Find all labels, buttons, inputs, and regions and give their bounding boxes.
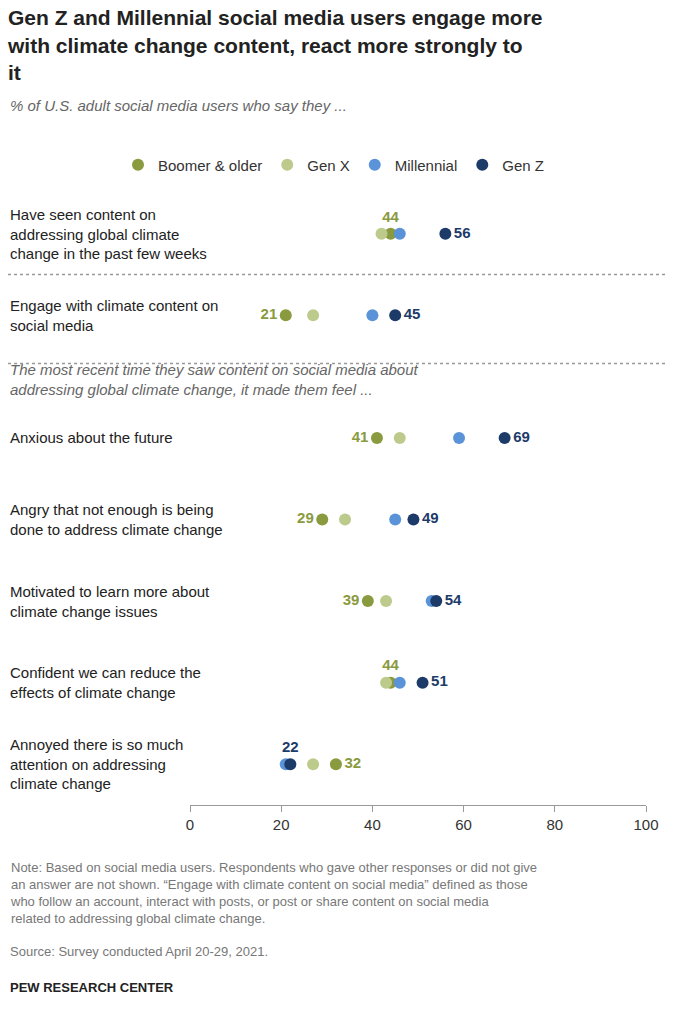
svg-text:Gen Z: Gen Z [502,157,544,174]
svg-text:29: 29 [297,509,314,526]
svg-text:PEW RESEARCH CENTER: PEW RESEARCH CENTER [10,980,174,995]
svg-text:Motivated to learn more aboutc: Motivated to learn more aboutclimate cha… [10,583,210,620]
svg-text:Engage with climate content on: Engage with climate content onsocial med… [10,297,218,334]
svg-text:Millennial: Millennial [395,157,458,174]
svg-text:Anxious about the future: Anxious about the future [10,429,173,446]
svg-text:Source: Survey conducted April: Source: Survey conducted April 20-29, 20… [10,944,268,959]
svg-text:80: 80 [546,816,563,833]
svg-text:21: 21 [261,305,278,322]
svg-text:% of U.S. adult social media u: % of U.S. adult social media users who s… [10,97,347,114]
svg-text:Annoyed there is so muchattent: Annoyed there is so muchattention on add… [10,736,183,792]
svg-text:56: 56 [454,224,471,241]
svg-text:60: 60 [455,816,472,833]
svg-text:39: 39 [343,591,360,608]
svg-text:69: 69 [513,428,530,445]
svg-text:44: 44 [382,656,399,673]
svg-text:20: 20 [273,816,290,833]
svg-text:100: 100 [633,816,658,833]
svg-text:40: 40 [364,816,381,833]
svg-text:0: 0 [186,816,194,833]
svg-text:41: 41 [352,428,369,445]
svg-text:54: 54 [445,591,462,608]
svg-text:Gen Z and Millennial social me: Gen Z and Millennial social media users … [7,6,543,84]
svg-text:Have seen content onaddressing: Have seen content onaddressing global cl… [10,206,207,262]
svg-text:49: 49 [422,509,439,526]
svg-text:Boomer & older: Boomer & older [158,157,262,174]
svg-text:Angry that not enough is being: Angry that not enough is beingdone to ad… [10,501,223,538]
svg-text:22: 22 [282,738,299,755]
svg-text:51: 51 [431,672,448,689]
svg-text:44: 44 [382,208,399,225]
svg-text:The most recent time they saw: The most recent time they saw content on… [10,361,419,398]
svg-text:45: 45 [404,305,421,322]
svg-text:Note: Based on social media us: Note: Based on social media users. Respo… [10,860,537,926]
svg-text:Gen X: Gen X [307,157,350,174]
svg-text:Confident we can reduce theeff: Confident we can reduce theeffects of cl… [10,664,201,701]
svg-text:32: 32 [344,754,361,771]
